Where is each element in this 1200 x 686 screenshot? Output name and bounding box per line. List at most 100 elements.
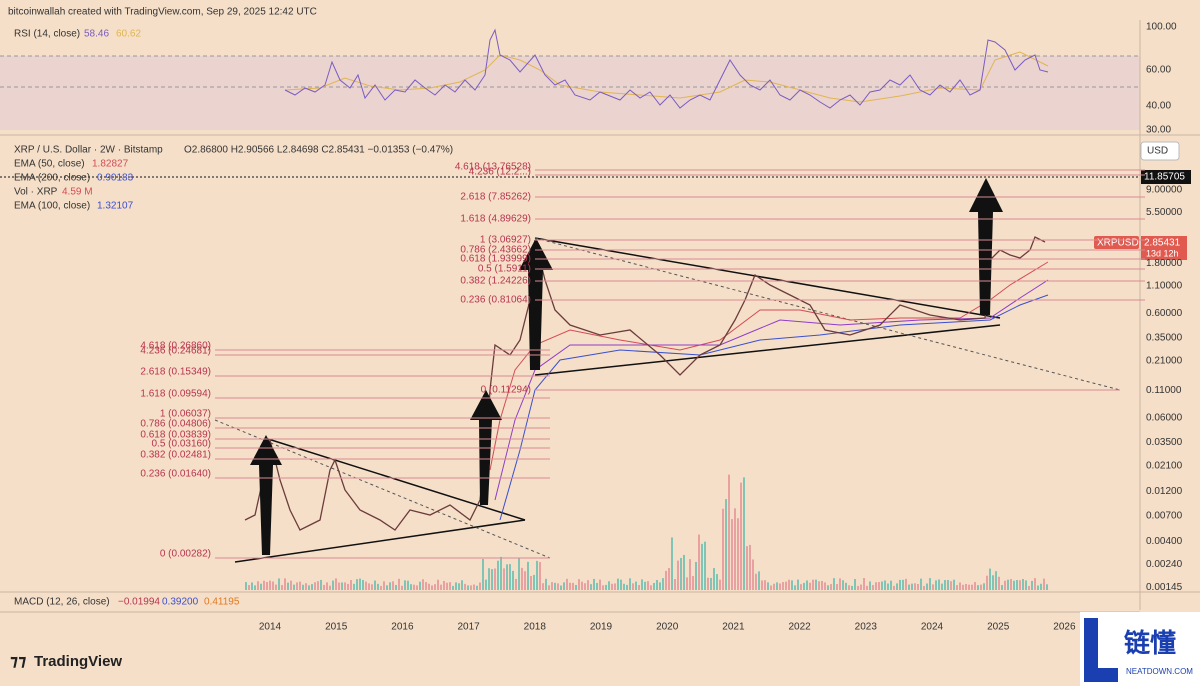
ema-label: EMA (200, close): [14, 173, 90, 184]
x-tick-label: 2016: [391, 622, 414, 633]
volume-bar: [455, 582, 457, 590]
price-tick-label: 0.21000: [1146, 356, 1183, 367]
volume-bar: [704, 541, 706, 590]
volume-bar: [917, 584, 919, 590]
volume-bar: [620, 579, 622, 590]
volume-bar: [302, 584, 304, 590]
volume-bar: [671, 537, 673, 590]
volume-bar: [398, 578, 400, 590]
volume-bar: [500, 556, 502, 590]
price-tick-label: 0.00700: [1146, 510, 1183, 521]
volume-bar: [998, 576, 1000, 590]
volume-bar: [845, 582, 847, 590]
volume-bar: [545, 578, 547, 590]
volume-bar: [383, 581, 385, 590]
volume-bar: [827, 585, 829, 590]
volume-bar: [851, 585, 853, 590]
volume-bar: [605, 584, 607, 590]
trend-line: [534, 237, 1121, 391]
volume-bar: [260, 583, 262, 590]
x-tick-label: 2024: [921, 622, 944, 633]
volume-bar: [392, 581, 394, 590]
x-tick-label: 2015: [325, 622, 348, 633]
ema-value: 0.90183: [97, 173, 134, 184]
volume-bar: [797, 579, 799, 590]
volume-bar: [809, 582, 811, 590]
volume-bar: [734, 508, 736, 590]
volume-bar: [449, 582, 451, 590]
volume-bar: [983, 583, 985, 590]
price-tick-label: 1.80000: [1146, 258, 1183, 269]
fib-label: 1 (3.06927): [480, 235, 531, 246]
last-price-tag: [1141, 236, 1187, 260]
volume-bar: [281, 585, 283, 590]
trend-line: [534, 237, 1001, 319]
volume-bar: [566, 578, 568, 590]
fib-label: 4.618 (0.26860): [140, 341, 211, 352]
volume-bar: [299, 581, 301, 590]
volume-bar: [560, 585, 562, 590]
price-line: [244, 236, 1046, 531]
volume-bar: [608, 581, 610, 590]
volume-bar: [962, 584, 964, 590]
volume-bar: [722, 508, 724, 590]
volume-bar: [668, 568, 670, 590]
volume-bar: [890, 580, 892, 590]
volume-bar: [377, 583, 379, 590]
volume-bar: [1010, 579, 1012, 590]
volume-bar: [794, 585, 796, 590]
symbol-tag: [1094, 236, 1139, 249]
volume-bar: [491, 569, 493, 590]
volume-bar: [527, 561, 529, 590]
volume-bar: [866, 585, 868, 590]
volume-bar: [788, 579, 790, 590]
volume-bar: [821, 580, 823, 590]
fib-label: 0.382 (0.02481): [140, 450, 211, 461]
volume-bar: [887, 583, 889, 590]
volume-bar: [278, 578, 280, 590]
volume-bar: [434, 584, 436, 590]
macd-value: 0.39200: [162, 597, 199, 608]
volume-bar: [647, 581, 649, 590]
volume-bar: [644, 581, 646, 590]
volume-bar: [263, 580, 265, 590]
volume-bar: [602, 585, 604, 590]
price-tick-label: 0.60000: [1146, 308, 1183, 319]
volume-bar: [908, 584, 910, 590]
volume-bar: [905, 578, 907, 590]
volume-bar: [287, 582, 289, 590]
volume-bar: [806, 580, 808, 590]
volume-bar: [938, 579, 940, 590]
fib-label: 4.236 (12.2...): [469, 167, 531, 178]
fib-label: 0.236 (0.01640): [140, 469, 211, 480]
volume-bar: [848, 585, 850, 590]
volume-bar: [245, 582, 247, 590]
rsi-band: [0, 56, 1140, 130]
volume-bar: [347, 583, 349, 590]
volume-bar: [743, 477, 745, 590]
volume-bar: [725, 499, 727, 590]
volume-bar: [422, 579, 424, 590]
volume-bar: [641, 579, 643, 590]
volume-bar: [266, 582, 268, 590]
volume-bar: [386, 585, 388, 590]
volume-bar: [1037, 585, 1039, 590]
volume-bar: [581, 581, 583, 590]
volume-bar: [659, 582, 661, 590]
volume-bar: [470, 585, 472, 590]
volume-bar: [674, 579, 676, 590]
volume-bar: [638, 585, 640, 590]
volume-bar: [800, 584, 802, 590]
fib-label: 1.618 (0.09594): [140, 389, 211, 400]
volume-bar: [437, 579, 439, 590]
currency-box[interactable]: [1140, 141, 1180, 161]
x-tick-label: 2026: [1053, 622, 1076, 633]
ema100: [494, 279, 1049, 501]
volume-bar: [1019, 580, 1021, 590]
volume-bar: [548, 585, 550, 590]
volume-bar: [305, 583, 307, 590]
volume-bar: [587, 580, 589, 590]
volume-bar: [458, 583, 460, 590]
volume-bar: [1013, 580, 1015, 590]
currency[interactable]: USD: [1147, 146, 1168, 157]
